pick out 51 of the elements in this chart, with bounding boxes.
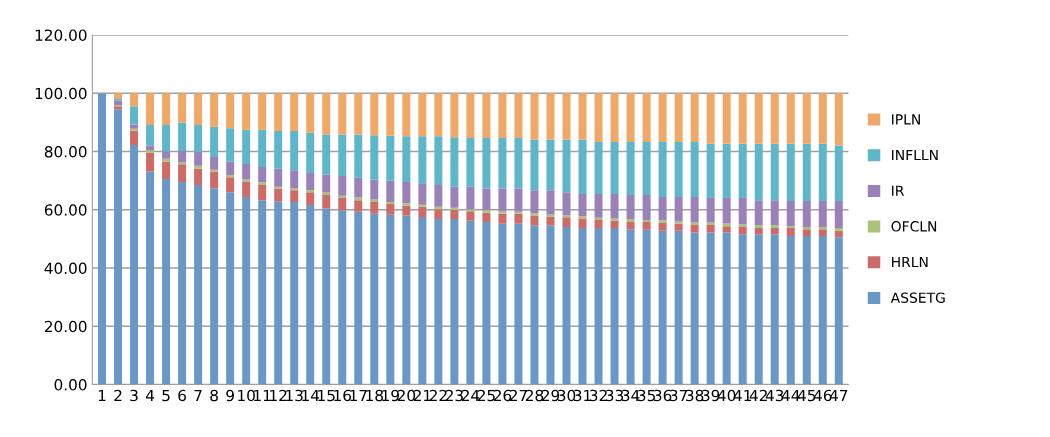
x-tick-label: 2 — [114, 389, 122, 402]
x-tick-label: 11 — [254, 389, 271, 402]
x-tick-label: 3 — [130, 389, 138, 402]
x-tick-label: 6 — [178, 389, 186, 402]
x-tick-label: 4 — [145, 389, 155, 402]
x-tick-label: 5 — [162, 389, 170, 402]
x-tick-label: 34 — [622, 389, 640, 402]
x-tick-label: 35 — [638, 389, 655, 402]
legend-label: INFLLN — [892, 149, 938, 161]
x-tick-label: 13 — [286, 389, 303, 402]
x-tick-label: 20 — [397, 389, 416, 402]
x-tick-label: 38 — [686, 389, 704, 402]
x-tick-label: 29 — [541, 389, 560, 402]
x-tick-label: 31 — [573, 389, 591, 402]
x-tick-label: 37 — [670, 389, 688, 402]
x-tick-label: 42 — [749, 389, 767, 402]
x-tick-label: 23 — [445, 389, 463, 402]
x-tick-label: 33 — [606, 389, 624, 402]
x-tick-label: 36 — [654, 389, 672, 402]
x-tick-label: 1 — [98, 389, 106, 402]
x-tick-label: 15 — [318, 389, 335, 402]
legend-label: IR — [892, 185, 905, 196]
x-tick-label: 16 — [334, 389, 352, 402]
x-tick-label: 45 — [797, 389, 816, 402]
x-tick-label: 12 — [270, 389, 287, 402]
x-tick-label: 8 — [210, 389, 218, 402]
legend-label: ASSETG — [890, 292, 945, 303]
y-tick-label: 40.00 — [44, 262, 87, 275]
y-tick-label: 100.00 — [35, 87, 87, 100]
x-tick-label: 14 — [302, 389, 320, 402]
y-tick-label: 80.00 — [44, 145, 87, 158]
y-tick-label: 120.00 — [35, 29, 87, 41]
x-tick-label: 7 — [194, 389, 202, 402]
x-tick-label: 28 — [525, 389, 544, 402]
x-tick-label: 22 — [429, 389, 447, 402]
x-tick-label: 10 — [238, 389, 255, 402]
x-tick-label: 32 — [589, 389, 607, 402]
x-tick-label: 26 — [493, 389, 512, 402]
x-tick-label: 27 — [509, 389, 527, 402]
y-tick-label: 60.00 — [44, 204, 87, 216]
legend-label: OFCLN — [891, 221, 937, 232]
x-tick-label: 18 — [366, 389, 383, 402]
y-tick-label: 20.00 — [44, 320, 87, 333]
x-tick-label: 17 — [350, 389, 367, 402]
x-tick-label: 19 — [382, 389, 399, 402]
legend-label: IPLN — [892, 114, 920, 125]
x-tick-label: 30 — [557, 389, 576, 402]
y-tick-label: 0.00 — [54, 379, 87, 391]
legend-label: HRLN — [892, 256, 928, 268]
x-tick-label: 21 — [413, 389, 431, 402]
x-tick-label: 9 — [226, 389, 234, 402]
